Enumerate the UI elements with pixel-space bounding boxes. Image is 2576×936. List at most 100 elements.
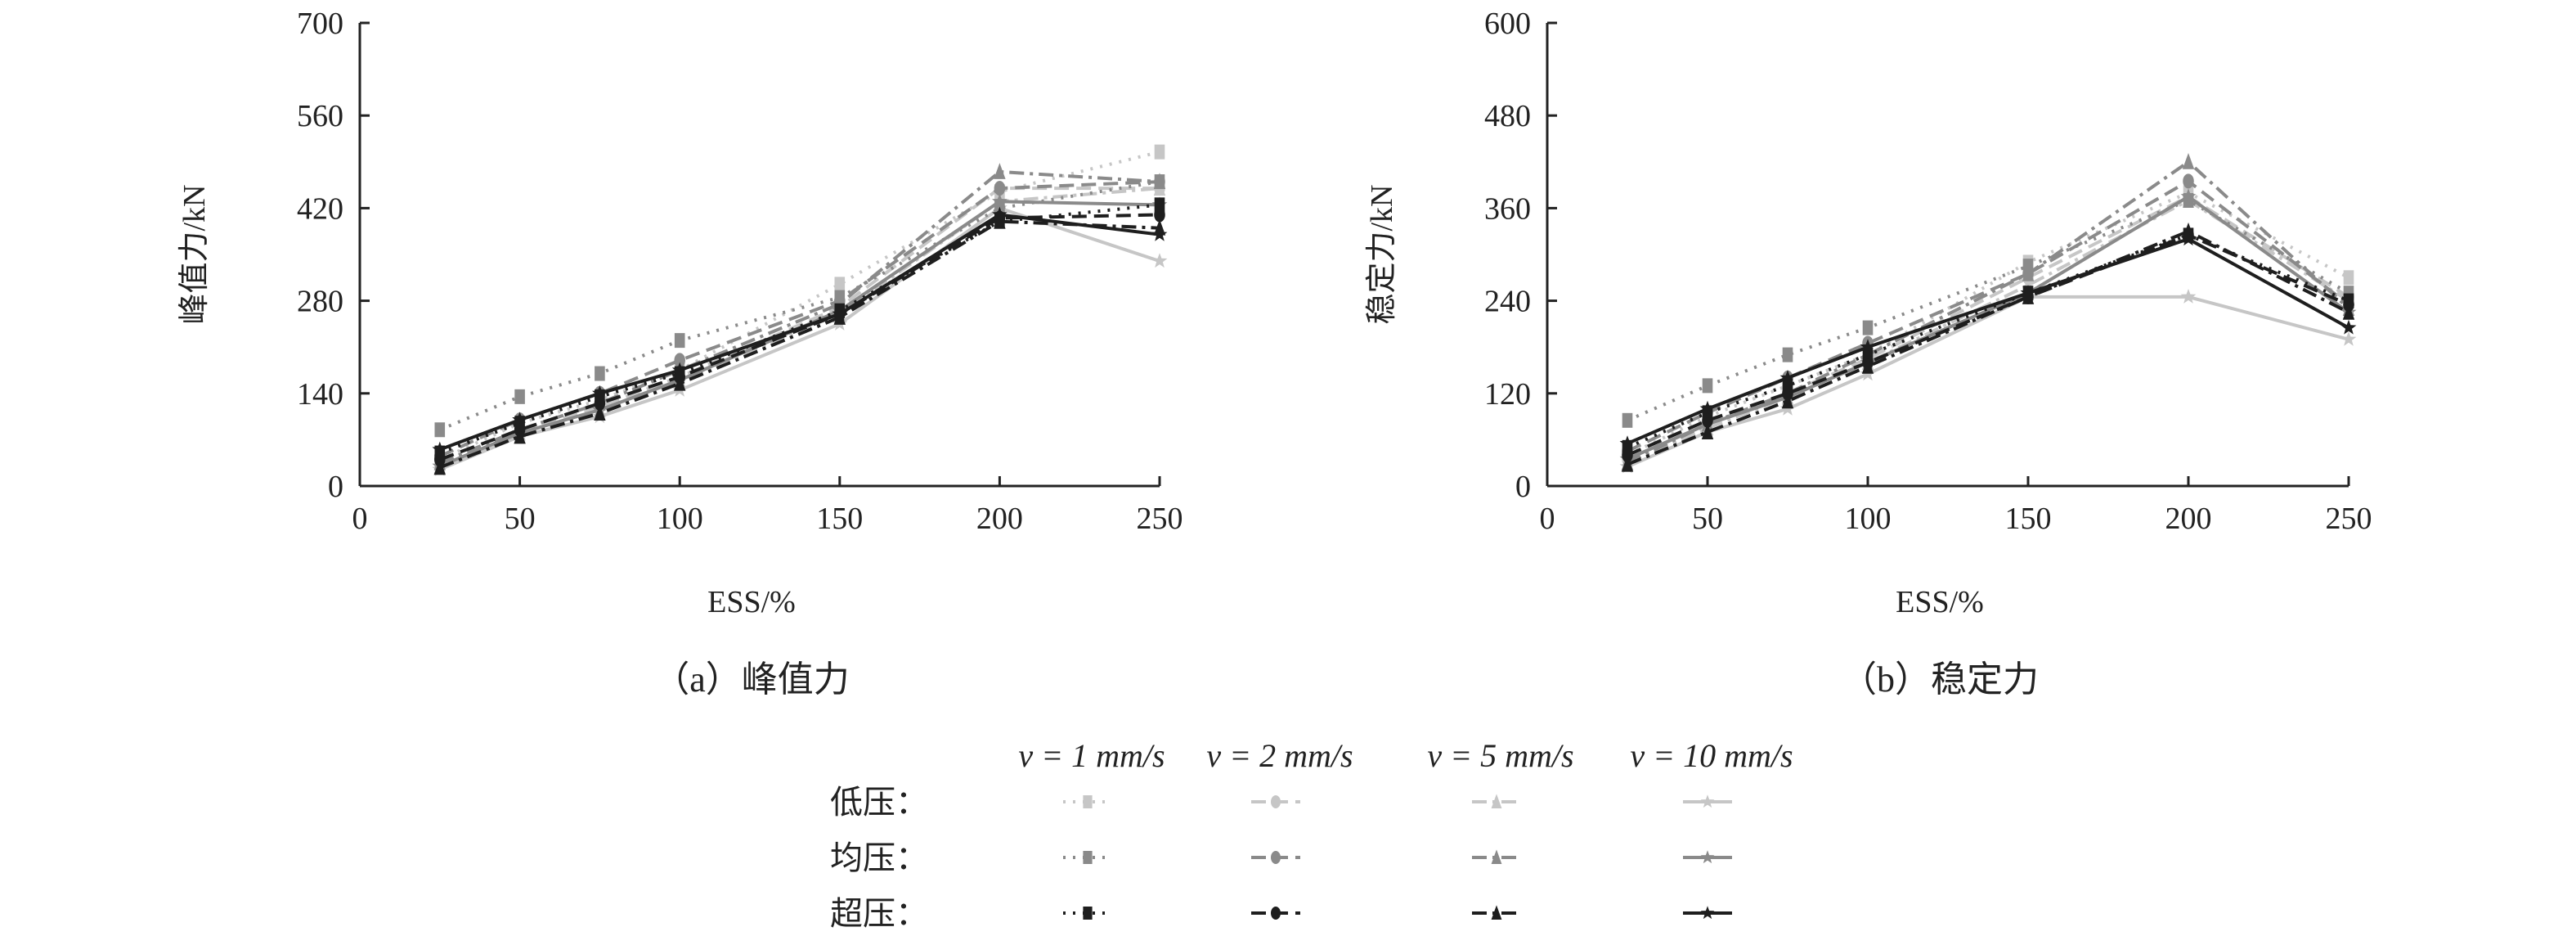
marker-triangle <box>2182 222 2195 239</box>
x-tick-label: 100 <box>657 502 703 536</box>
marker-triangle <box>1491 794 1502 808</box>
marker-star <box>2340 319 2357 335</box>
marker-square <box>2343 270 2354 286</box>
marker-circle <box>1622 448 1633 463</box>
marker-circle <box>1702 412 1713 428</box>
marker-star <box>1151 226 1168 241</box>
marker-circle <box>2183 173 2194 189</box>
y-tick-label: 420 <box>297 191 343 226</box>
marker-triangle <box>2342 303 2355 320</box>
marker-star <box>1860 339 1876 354</box>
marker-triangle <box>674 374 686 391</box>
marker-triangle <box>994 163 1006 179</box>
x-tick-label: 150 <box>816 502 863 536</box>
marker-triangle <box>2022 264 2035 281</box>
x-tick-label: 150 <box>2005 502 2052 536</box>
series-超压-2 <box>1621 222 2355 472</box>
x-tick-label: 50 <box>505 502 536 536</box>
chart-b: 0 120 240 360 480 600 0 50 100 150 200 250 ESS/% 稳定力/… <box>1365 7 2372 700</box>
marker-star <box>1619 435 1636 451</box>
x-tick-label: 250 <box>2326 502 2372 536</box>
y-tick-label: 600 <box>1484 7 1531 41</box>
y-axis-label: 稳定力/kN <box>1365 184 1399 324</box>
marker-circle <box>1271 851 1281 864</box>
series-超压-0 <box>1622 227 2354 455</box>
legend-speed-header: v = 10 mm/s <box>1630 737 1793 774</box>
x-tick-label: 0 <box>1540 502 1555 536</box>
marker-triangle <box>433 458 446 475</box>
marker-star <box>671 362 688 377</box>
marker-star <box>2180 231 2197 246</box>
series-低压-0 <box>1622 185 2354 463</box>
x-tick-label: 50 <box>1692 502 1723 536</box>
legend: v = 1 mm/s v = 2 mm/s v = 5 mm/s v = 10 mm/… <box>830 737 1793 932</box>
marker-square <box>1702 378 1713 394</box>
marker-star <box>832 305 848 321</box>
marker-circle <box>674 353 685 368</box>
y-tick-label: 480 <box>1484 99 1531 133</box>
marker-square <box>1083 907 1093 920</box>
legend-pressure-label: 低压： <box>830 784 928 821</box>
marker-triangle <box>514 427 526 444</box>
marker-circle <box>594 395 606 411</box>
y-axis-label: 峰值力/kN <box>177 184 212 324</box>
legend-speed-header: v = 2 mm/s <box>1206 737 1353 774</box>
series-超压-1 <box>1622 227 2354 463</box>
marker-star <box>1779 370 1796 385</box>
marker-triangle <box>2182 153 2195 169</box>
y-tick-label: 0 <box>328 470 343 504</box>
legend-pressure-label: 均压： <box>830 839 928 876</box>
marker-star <box>2340 331 2357 346</box>
x-tick-label: 0 <box>352 502 368 536</box>
y-tick-label: 120 <box>1484 377 1531 412</box>
marker-square <box>834 277 846 292</box>
x-axis-label: ESS/% <box>1896 585 1984 619</box>
chart-caption: （a）峰值力 <box>653 659 850 700</box>
x-tick-label: 100 <box>1845 502 1892 536</box>
marker-triangle <box>1861 357 1874 374</box>
y-tick-label: 240 <box>1484 285 1531 319</box>
marker-circle <box>994 181 1006 196</box>
marker-star <box>512 412 527 427</box>
marker-star <box>992 206 1008 222</box>
marker-star <box>2180 289 2197 304</box>
marker-star <box>432 441 448 457</box>
marker-circle <box>1271 795 1281 808</box>
marker-circle <box>1154 207 1165 223</box>
marker-square <box>434 422 446 438</box>
marker-circle <box>1271 907 1281 920</box>
marker-square <box>1862 320 1874 335</box>
series-line <box>1627 295 2349 469</box>
y-tick-label: 360 <box>1484 191 1531 226</box>
marker-square <box>1083 851 1093 864</box>
marker-triangle <box>594 404 606 421</box>
chart-a: 0 140 280 420 560 700 0 50 100 150 200 250 ESS/% 峰值力/… <box>177 7 1183 700</box>
y-tick-label: 280 <box>297 285 343 319</box>
marker-triangle <box>1491 849 1502 864</box>
chart-caption: （b）稳定力 <box>1841 659 2039 700</box>
marker-triangle <box>1701 423 1714 439</box>
marker-star <box>1700 906 1715 920</box>
x-tick-label: 200 <box>2165 502 2212 536</box>
marker-triangle <box>1153 173 1166 190</box>
marker-star <box>2020 285 2036 300</box>
marker-square <box>595 366 605 381</box>
y-tick-label: 560 <box>297 99 343 133</box>
x-axis-label: ESS/% <box>707 585 796 619</box>
legend-pressure-label: 超压： <box>830 895 928 932</box>
legend-speed-header: v = 1 mm/s <box>1018 737 1165 774</box>
legend-speed-header: v = 5 mm/s <box>1427 737 1573 774</box>
marker-star <box>992 193 1008 209</box>
marker-square <box>1083 795 1093 808</box>
x-tick-label: 200 <box>976 502 1023 536</box>
marker-square <box>1782 347 1793 362</box>
y-tick-label: 0 <box>1515 470 1531 504</box>
marker-triangle <box>1491 905 1502 920</box>
series-line <box>1627 194 2350 461</box>
series-低压-0 <box>434 144 1165 467</box>
marker-square <box>1622 412 1633 428</box>
marker-triangle <box>994 212 1006 229</box>
y-tick-label: 140 <box>297 377 343 412</box>
marker-star <box>1151 253 1168 268</box>
